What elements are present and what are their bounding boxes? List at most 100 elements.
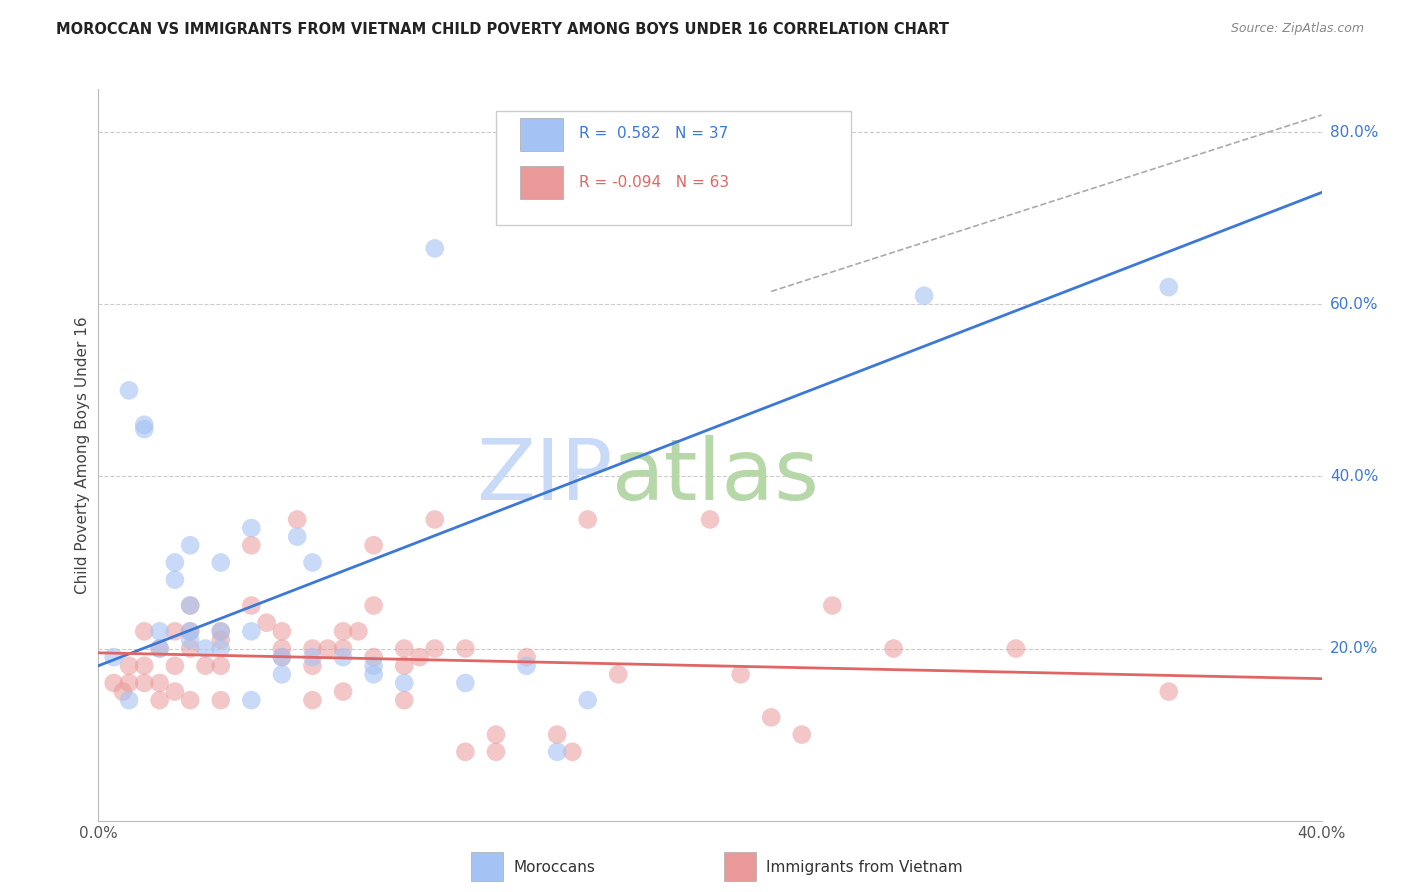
- Point: [194, 641, 217, 656]
- Point: [149, 693, 172, 707]
- Point: [485, 728, 508, 742]
- Point: [270, 641, 292, 656]
- Point: [332, 684, 354, 698]
- Point: [301, 658, 323, 673]
- Point: [240, 599, 263, 613]
- Point: [363, 667, 385, 681]
- Text: Moroccans: Moroccans: [513, 860, 595, 874]
- Point: [363, 658, 385, 673]
- Point: [454, 641, 477, 656]
- Text: 40.0%: 40.0%: [1330, 469, 1378, 484]
- Bar: [520, 119, 564, 152]
- Point: [454, 745, 477, 759]
- Point: [285, 512, 308, 526]
- Point: [240, 538, 263, 552]
- Point: [179, 624, 201, 639]
- Point: [209, 693, 232, 707]
- Point: [149, 641, 172, 656]
- Point: [332, 641, 354, 656]
- Point: [134, 422, 156, 436]
- Point: [270, 624, 292, 639]
- Point: [209, 624, 232, 639]
- Point: [118, 658, 141, 673]
- Point: [111, 684, 134, 698]
- Text: R = -0.094   N = 63: R = -0.094 N = 63: [579, 175, 730, 190]
- Text: 20.0%: 20.0%: [1330, 641, 1378, 656]
- Point: [821, 202, 844, 217]
- Point: [270, 650, 292, 665]
- Point: [179, 641, 201, 656]
- Point: [576, 512, 599, 526]
- Point: [347, 624, 370, 639]
- Point: [103, 650, 125, 665]
- Point: [179, 624, 201, 639]
- Point: [118, 693, 141, 707]
- Point: [883, 641, 905, 656]
- Point: [179, 632, 201, 647]
- Text: 60.0%: 60.0%: [1330, 297, 1378, 312]
- Point: [1157, 684, 1180, 698]
- Text: atlas: atlas: [612, 435, 820, 518]
- Point: [392, 658, 416, 673]
- Text: R =  0.582   N = 37: R = 0.582 N = 37: [579, 126, 728, 141]
- Point: [301, 556, 323, 570]
- Point: [516, 658, 538, 673]
- Point: [392, 641, 416, 656]
- Point: [256, 615, 278, 630]
- Point: [134, 658, 156, 673]
- Point: [134, 676, 156, 690]
- Point: [316, 641, 339, 656]
- Point: [301, 693, 323, 707]
- Point: [363, 650, 385, 665]
- Point: [790, 728, 813, 742]
- Text: Immigrants from Vietnam: Immigrants from Vietnam: [766, 860, 963, 874]
- Text: ZIP: ZIP: [475, 435, 612, 518]
- Point: [163, 573, 186, 587]
- Point: [209, 658, 232, 673]
- Point: [392, 676, 416, 690]
- Point: [134, 417, 156, 432]
- Point: [423, 241, 446, 255]
- Point: [179, 599, 201, 613]
- Point: [118, 384, 141, 398]
- Point: [209, 556, 232, 570]
- Point: [118, 676, 141, 690]
- Point: [699, 512, 721, 526]
- Point: [194, 658, 217, 673]
- Point: [423, 512, 446, 526]
- Point: [561, 745, 583, 759]
- Point: [103, 676, 125, 690]
- Point: [759, 710, 782, 724]
- Point: [546, 728, 568, 742]
- Point: [270, 650, 292, 665]
- Point: [821, 599, 844, 613]
- Point: [149, 676, 172, 690]
- Point: [179, 538, 201, 552]
- Point: [134, 624, 156, 639]
- FancyBboxPatch shape: [496, 112, 851, 225]
- Point: [240, 693, 263, 707]
- Point: [516, 650, 538, 665]
- Point: [209, 641, 232, 656]
- Point: [209, 632, 232, 647]
- Point: [240, 624, 263, 639]
- Y-axis label: Child Poverty Among Boys Under 16: Child Poverty Among Boys Under 16: [75, 316, 90, 594]
- Point: [179, 599, 201, 613]
- Point: [163, 556, 186, 570]
- Point: [912, 289, 935, 303]
- Point: [408, 650, 430, 665]
- Point: [163, 624, 186, 639]
- Text: MOROCCAN VS IMMIGRANTS FROM VIETNAM CHILD POVERTY AMONG BOYS UNDER 16 CORRELATIO: MOROCCAN VS IMMIGRANTS FROM VIETNAM CHIL…: [56, 22, 949, 37]
- Point: [607, 667, 630, 681]
- Point: [209, 624, 232, 639]
- Point: [485, 745, 508, 759]
- Point: [730, 667, 752, 681]
- Point: [363, 538, 385, 552]
- Text: Source: ZipAtlas.com: Source: ZipAtlas.com: [1230, 22, 1364, 36]
- Point: [576, 693, 599, 707]
- Point: [332, 650, 354, 665]
- Point: [149, 641, 172, 656]
- Bar: [520, 166, 564, 199]
- Point: [149, 624, 172, 639]
- Point: [546, 745, 568, 759]
